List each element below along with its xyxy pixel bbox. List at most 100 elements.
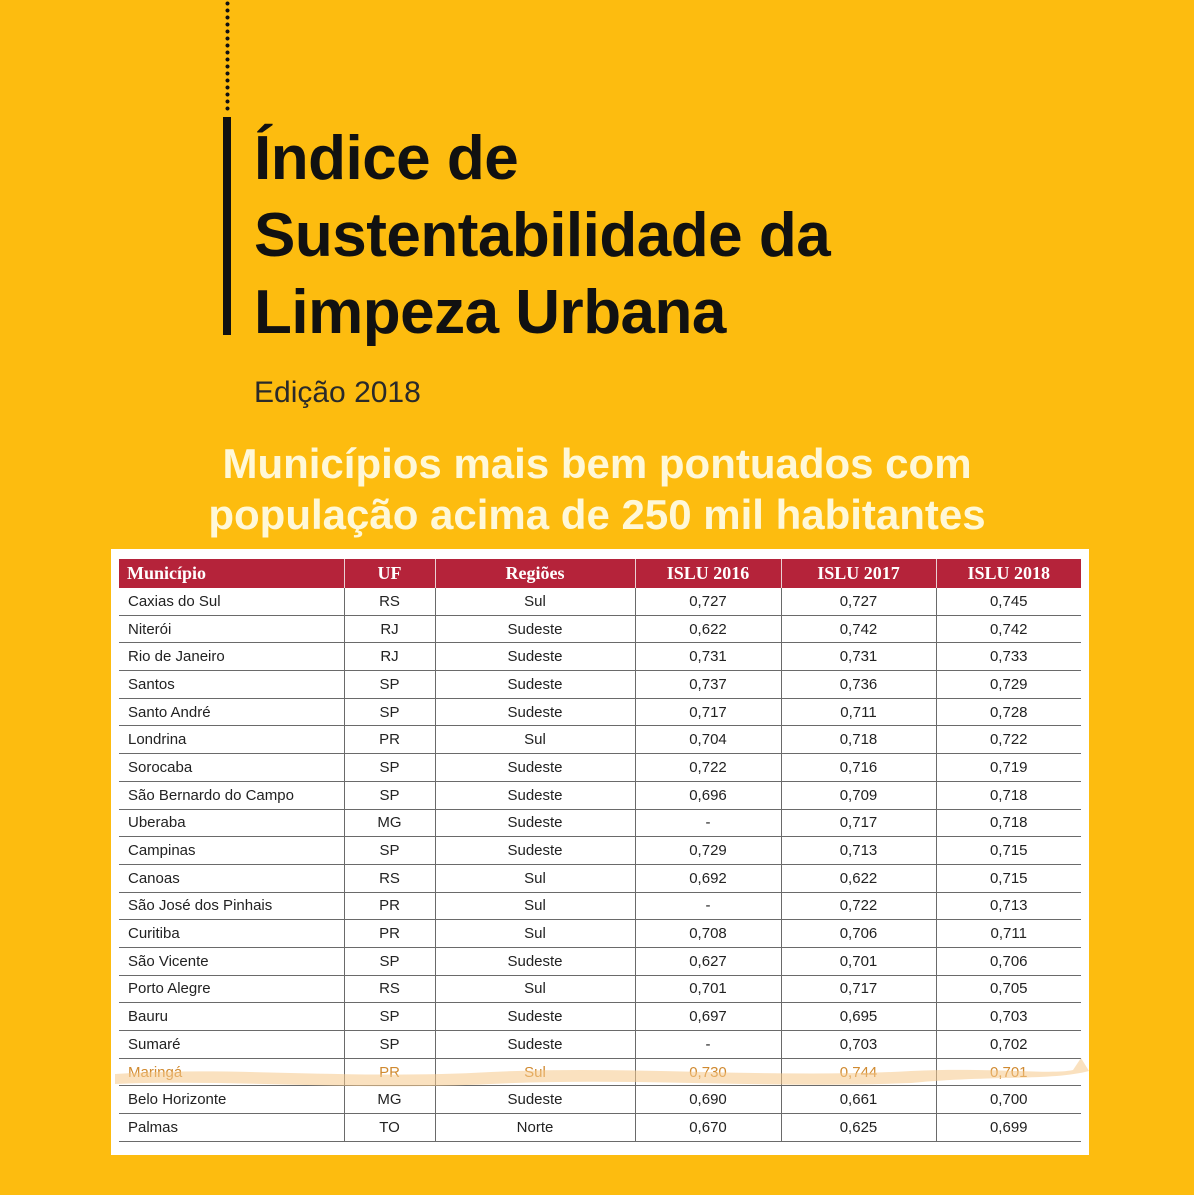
cell-uf: PR bbox=[343, 1058, 435, 1087]
cell-islu-2017: 0,695 bbox=[780, 1002, 936, 1031]
cell-islu-2016: - bbox=[634, 892, 781, 921]
cell-regiao: Sul bbox=[434, 725, 635, 755]
cell-uf: SP bbox=[343, 1030, 435, 1059]
subtitle: Municípios mais bem pontuados com popula… bbox=[0, 438, 1194, 540]
column-header-uf: UF bbox=[343, 559, 435, 588]
edition-label: Edição 2018 bbox=[254, 376, 421, 409]
cell-islu-2018: 0,715 bbox=[935, 836, 1081, 865]
dotted-accent-line bbox=[225, 0, 230, 112]
cell-islu-2017: 0,625 bbox=[780, 1113, 936, 1142]
cell-islu-2016: 0,622 bbox=[634, 615, 781, 644]
cell-islu-2017: 0,718 bbox=[780, 725, 936, 755]
cell-islu-2016: 0,692 bbox=[634, 864, 781, 893]
cell-islu-2017: 0,622 bbox=[780, 864, 936, 893]
cell-islu-2017: 0,711 bbox=[780, 698, 936, 727]
cell-municipio: São Bernardo do Campo bbox=[119, 781, 344, 810]
cell-islu-2018: 0,733 bbox=[935, 642, 1081, 672]
cell-islu-2016: 0,704 bbox=[634, 725, 781, 755]
cell-uf: TO bbox=[343, 1113, 435, 1142]
cell-islu-2017: 0,717 bbox=[780, 809, 936, 838]
cell-uf: MG bbox=[343, 1085, 435, 1115]
cell-regiao: Sudeste bbox=[434, 753, 635, 782]
cell-islu-2018: 0,703 bbox=[935, 1002, 1081, 1031]
table-row: Maringá PR Sul 0,730 0,744 0,701 bbox=[119, 1058, 1081, 1087]
cell-uf: SP bbox=[343, 698, 435, 727]
cell-islu-2017: 0,736 bbox=[780, 670, 936, 699]
cell-islu-2018: 0,745 bbox=[935, 588, 1081, 616]
cell-islu-2018: 0,715 bbox=[935, 864, 1081, 893]
cell-regiao: Sul bbox=[434, 892, 635, 921]
cell-regiao: Sudeste bbox=[434, 1030, 635, 1059]
cell-regiao: Sul bbox=[434, 919, 635, 948]
cell-islu-2018: 0,742 bbox=[935, 615, 1081, 644]
cell-uf: RJ bbox=[343, 615, 435, 644]
cell-municipio: Curitiba bbox=[119, 919, 344, 948]
table-row: Curitiba PR Sul 0,708 0,706 0,711 bbox=[119, 919, 1081, 948]
cell-islu-2017: 0,727 bbox=[780, 588, 936, 616]
cell-islu-2016: 0,737 bbox=[634, 670, 781, 699]
cell-uf: PR bbox=[343, 725, 435, 755]
cell-municipio: Sorocaba bbox=[119, 753, 344, 782]
cell-uf: PR bbox=[343, 919, 435, 948]
cell-municipio: Campinas bbox=[119, 836, 344, 865]
subtitle-line-2: população acima de 250 mil habitantes bbox=[208, 491, 986, 538]
cell-islu-2018: 0,722 bbox=[935, 725, 1081, 755]
cell-regiao: Sudeste bbox=[434, 615, 635, 644]
cell-islu-2017: 0,722 bbox=[780, 892, 936, 921]
table-panel: Município UF Regiões ISLU 2016 ISLU 2017… bbox=[111, 549, 1089, 1155]
cell-regiao: Sul bbox=[434, 864, 635, 893]
cell-islu-2017: 0,717 bbox=[780, 975, 936, 1004]
cell-islu-2016: 0,717 bbox=[634, 698, 781, 727]
cell-islu-2018: 0,728 bbox=[935, 698, 1081, 727]
table-row: Uberaba MG Sudeste -0,717 0,718 bbox=[119, 809, 1081, 838]
cell-municipio: Uberaba bbox=[119, 809, 344, 838]
cell-islu-2018: 0,700 bbox=[935, 1085, 1081, 1115]
cell-islu-2016: 0,729 bbox=[634, 836, 781, 865]
cell-islu-2016: 0,701 bbox=[634, 975, 781, 1004]
cell-islu-2016: 0,727 bbox=[634, 588, 781, 616]
cell-islu-2018: 0,711 bbox=[935, 919, 1081, 948]
cell-municipio: Caxias do Sul bbox=[119, 588, 344, 616]
column-header-islu-2017: ISLU 2017 bbox=[780, 559, 936, 588]
report-title-line-3: Limpeza Urbana bbox=[254, 278, 726, 347]
cell-uf: SP bbox=[343, 753, 435, 782]
cell-islu-2018: 0,699 bbox=[935, 1113, 1081, 1142]
cell-municipio: Maringá bbox=[119, 1058, 344, 1087]
table-header: Município UF Regiões ISLU 2016 ISLU 2017… bbox=[119, 559, 1081, 588]
cell-municipio: Santos bbox=[119, 670, 344, 699]
cell-islu-2018: 0,713 bbox=[935, 892, 1081, 921]
cell-regiao: Sul bbox=[434, 975, 635, 1004]
cell-regiao: Sudeste bbox=[434, 836, 635, 865]
cell-municipio: Porto Alegre bbox=[119, 975, 344, 1004]
cell-islu-2016: 0,670 bbox=[634, 1113, 781, 1142]
column-header-regioes: Regiões bbox=[434, 559, 635, 588]
cell-islu-2018: 0,705 bbox=[935, 975, 1081, 1004]
table-row: Canoas RS Sul 0,692 0,622 0,715 bbox=[119, 864, 1081, 893]
table-row: Rio de Janeiro RJ Sudeste 0,731 0,731 0,733 bbox=[119, 642, 1081, 672]
table-row: São Vicente SP Sudeste 0,627 0,701 0,706 bbox=[119, 947, 1081, 976]
cell-islu-2018: 0,718 bbox=[935, 809, 1081, 838]
cell-uf: RS bbox=[343, 588, 435, 616]
cell-regiao: Sudeste bbox=[434, 1002, 635, 1031]
cell-islu-2017: 0,706 bbox=[780, 919, 936, 948]
cell-municipio: São Vicente bbox=[119, 947, 344, 976]
table-row: Santos SP Sudeste 0,737 0,736 0,729 bbox=[119, 670, 1081, 699]
table-row: São José dos Pinhais PR Sul -0,722 0,713 bbox=[119, 892, 1081, 921]
cell-regiao: Norte bbox=[434, 1113, 635, 1142]
cell-islu-2016: 0,722 bbox=[634, 753, 781, 782]
cell-islu-2017: 0,742 bbox=[780, 615, 936, 644]
cell-islu-2017: 0,744 bbox=[780, 1058, 936, 1087]
cell-municipio: São José dos Pinhais bbox=[119, 892, 344, 921]
cell-regiao: Sudeste bbox=[434, 809, 635, 838]
cell-islu-2017: 0,661 bbox=[780, 1085, 936, 1115]
cell-regiao: Sul bbox=[434, 588, 635, 616]
ranking-table: Município UF Regiões ISLU 2016 ISLU 2017… bbox=[119, 559, 1081, 1142]
cell-municipio: Londrina bbox=[119, 725, 344, 755]
cell-uf: RS bbox=[343, 975, 435, 1004]
cell-municipio: Sumaré bbox=[119, 1030, 344, 1059]
cell-islu-2018: 0,718 bbox=[935, 781, 1081, 810]
cell-islu-2017: 0,703 bbox=[780, 1030, 936, 1059]
cell-islu-2017: 0,731 bbox=[780, 642, 936, 672]
cell-islu-2018: 0,719 bbox=[935, 753, 1081, 782]
cell-regiao: Sudeste bbox=[434, 1085, 635, 1115]
